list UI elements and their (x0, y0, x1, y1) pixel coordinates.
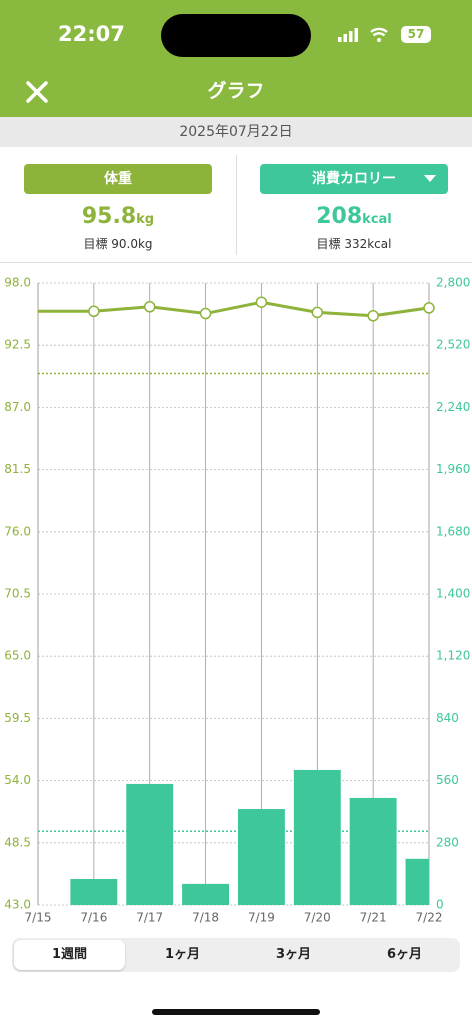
y-tick-label: 65.0 (4, 649, 31, 663)
weight-point (423, 302, 435, 314)
weight-point (88, 305, 100, 318)
range-tab[interactable]: 6ヶ月 (386, 947, 423, 962)
date-bar: 2025年07月22日 (0, 117, 472, 147)
header-title: グラフ (207, 80, 265, 102)
y-tick-label: 70.5 (4, 587, 31, 601)
calorie-bar (126, 783, 174, 905)
y2-tick-label: 0 (436, 898, 444, 912)
separator (0, 262, 472, 263)
calorie-value: 208 (316, 204, 363, 229)
x-tick-label: 7/19 (248, 911, 275, 925)
divider (236, 155, 237, 255)
weight-unit: kg (136, 212, 155, 227)
weight-target: 目標 90.0kg (83, 237, 153, 251)
y-tick-label: 92.5 (4, 338, 31, 352)
y-tick-label: 98.0 (4, 276, 31, 290)
weight-point (255, 296, 268, 308)
range-tab[interactable]: 3ヶ月 (275, 947, 312, 962)
y2-tick-label: 1,120 (436, 649, 470, 663)
dropdown-icon (424, 175, 436, 182)
calorie-bar (237, 809, 285, 905)
y2-tick-label: 2,520 (436, 338, 470, 352)
home-indicator (152, 1009, 320, 1015)
y-tick-label: 43.0 (4, 898, 31, 912)
weight-value: 95.8 (81, 204, 137, 229)
y2-tick-label: 840 (436, 711, 459, 725)
battery: 57 (401, 26, 431, 43)
y-tick-label: 59.5 (4, 711, 31, 725)
y2-tick-label: 1,400 (436, 587, 470, 601)
range-tabs: 1週間 1ヶ月 3ヶ月 6ヶ月 (12, 938, 460, 972)
calorie-bar (349, 797, 397, 905)
x-tick-label: 7/20 (304, 911, 331, 925)
x-tick-label: 7/22 (416, 911, 443, 925)
weight-point (143, 300, 156, 313)
y-tick-label: 87.0 (4, 400, 31, 414)
calorie-bar (70, 879, 118, 905)
calorie-unit: kcal (362, 212, 392, 227)
status-icons (338, 27, 388, 42)
x-tick-label: 7/21 (360, 911, 387, 925)
plot (70, 769, 429, 905)
x-tick-label: 7/17 (136, 911, 163, 925)
y2-tick-label: 1,960 (436, 462, 470, 476)
y2-tick-label: 2,240 (436, 400, 470, 414)
x-tick-label: 7/15 (25, 911, 52, 925)
y-tick-label: 76.0 (4, 524, 31, 538)
y2-tick-label: 1,680 (436, 524, 470, 538)
y2-tick-label: 280 (436, 835, 459, 849)
y-tick-label: 54.0 (4, 773, 31, 787)
calorie-bar (293, 769, 341, 905)
y-tick-label: 81.5 (4, 462, 31, 476)
range-tab[interactable]: 1ヶ月 (164, 947, 201, 962)
weight-button[interactable]: 体重 (24, 164, 212, 194)
close-button[interactable] (25, 80, 49, 104)
x-tick-label: 7/16 (80, 911, 107, 925)
weight-panel: 体重 95.8kg 目標 90.0kg (0, 147, 236, 262)
weight-point (199, 307, 212, 320)
calorie-button-label: 消費カロリー (312, 171, 396, 187)
weight-line (38, 300, 430, 318)
calorie-button[interactable]: 消費カロリー (260, 164, 448, 194)
dynamic-island (161, 14, 311, 57)
calorie-bar (405, 858, 429, 905)
weight-point (311, 306, 324, 319)
y-tick-label: 48.5 (4, 835, 31, 849)
chart: 43.0 48.5 54.0 59.5 65.0 70.5 76.0 81.5 87.0 92.5… (4, 276, 470, 925)
x-tick-label: 7/18 (192, 911, 219, 925)
calorie-target: 目標 332kcal (316, 237, 392, 251)
calorie-value-row: 208kcal (236, 204, 472, 229)
weight-value-row: 95.8kg (0, 204, 236, 229)
weight-point (367, 310, 379, 322)
y2-tick-label: 560 (436, 773, 459, 787)
range-tab[interactable]: 1週間 (14, 940, 125, 970)
status-time: 22:07 (58, 22, 125, 46)
calorie-panel: 消費カロリー 208kcal 目標 332kcal (236, 147, 472, 262)
calorie-bar (182, 883, 230, 905)
y2-tick-label: 2,800 (436, 276, 470, 290)
